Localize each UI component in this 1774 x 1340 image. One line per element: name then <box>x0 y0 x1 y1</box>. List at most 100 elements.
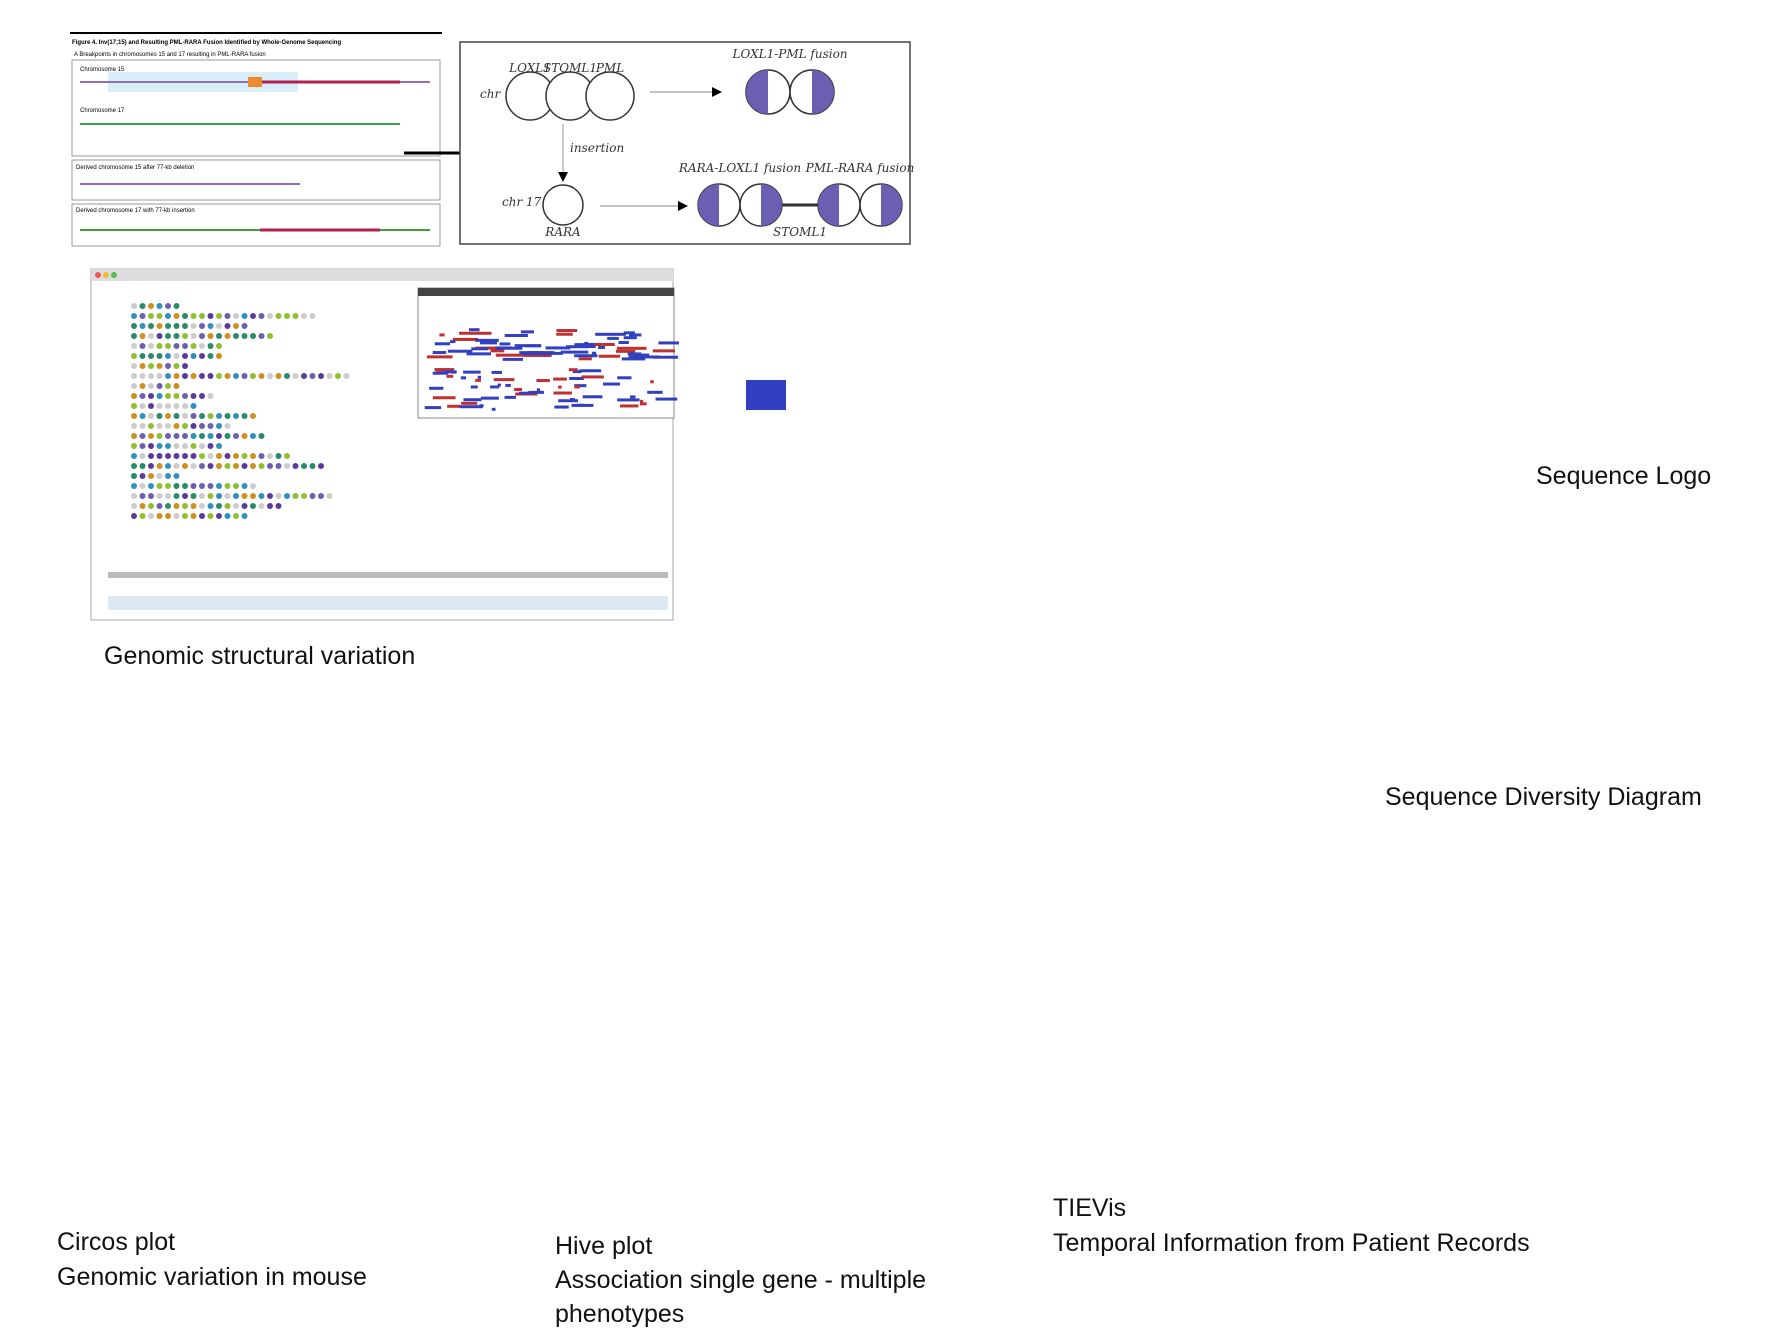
inset-feature <box>647 390 663 394</box>
sv-dot <box>148 333 154 339</box>
sv-dot <box>131 493 137 499</box>
sv-dot <box>190 453 197 459</box>
sv-dot <box>173 423 180 429</box>
sv-dot <box>139 493 146 499</box>
inset-feature <box>432 371 449 375</box>
sv-dot <box>131 303 137 309</box>
inset-feature <box>471 347 489 351</box>
sv-dot <box>216 373 222 379</box>
gene-label: RARA <box>544 225 581 239</box>
sv-dot <box>165 503 171 509</box>
sv-dot <box>148 423 154 429</box>
sv-dot <box>318 463 324 469</box>
sv-dot <box>224 493 231 499</box>
sv-dot <box>224 453 231 459</box>
sv-dot <box>182 413 188 419</box>
inset-feature <box>650 380 654 384</box>
inset-feature <box>582 395 603 399</box>
inset-feature <box>623 336 637 340</box>
inset-feature <box>475 378 481 382</box>
sv-dot <box>224 333 231 339</box>
sv-dot <box>241 483 248 489</box>
sv-dot <box>182 463 188 469</box>
inset-feature <box>560 350 589 354</box>
sv-dot <box>182 433 188 439</box>
sv-dot <box>224 313 231 319</box>
sv-dot <box>173 303 180 309</box>
sv-dot <box>131 363 137 369</box>
sv-dot <box>224 373 231 379</box>
sv-dot <box>165 373 171 379</box>
sv-dot <box>131 443 137 449</box>
sv-dot <box>250 333 256 339</box>
sv-dot <box>173 443 180 449</box>
caption: Association single gene - multiple <box>555 1266 926 1294</box>
sv-dot <box>190 343 197 349</box>
sv-dot <box>241 323 248 329</box>
inset-feature <box>523 353 552 357</box>
inset-feature <box>598 345 606 349</box>
sv-dot <box>207 313 214 319</box>
sv-dot <box>190 443 197 449</box>
sv-dot <box>139 393 146 399</box>
sv-dot <box>241 373 248 379</box>
sv-dot <box>258 453 265 459</box>
sv-dot <box>199 483 205 489</box>
inset-feature <box>514 344 542 348</box>
inset-feature <box>574 354 598 358</box>
sv-dot <box>148 343 154 349</box>
sv-dot <box>148 393 154 399</box>
sv-dot <box>275 453 282 459</box>
inset-feature <box>480 341 498 345</box>
fusion-half <box>812 70 834 114</box>
inset-feature <box>528 390 544 394</box>
sv-dot <box>190 503 197 509</box>
fusion-half <box>761 184 782 226</box>
sv-dot <box>156 433 163 439</box>
sv-dot <box>207 493 214 499</box>
inset-feature <box>578 357 592 361</box>
sv-dot <box>182 493 188 499</box>
sv-dot <box>224 503 231 509</box>
inset-feature <box>585 345 596 349</box>
sv-dot <box>139 433 146 439</box>
inset-feature <box>475 338 499 342</box>
sv-dot <box>250 413 256 419</box>
sv-dot <box>284 453 290 459</box>
sv-dot <box>207 333 214 339</box>
inset-feature <box>615 349 636 353</box>
sv-dot <box>207 453 214 459</box>
inset-feature <box>434 342 451 346</box>
inset-feature <box>598 354 621 358</box>
sv-dot <box>148 483 154 489</box>
fusion-half <box>698 184 719 226</box>
sv-dot <box>199 373 205 379</box>
sv-dot <box>258 373 265 379</box>
sv-dot <box>182 483 188 489</box>
sv-dot <box>199 493 205 499</box>
panels: Figure 4. Inv(17;15) and Resulting PML-R… <box>70 32 914 621</box>
inset-feature <box>504 395 516 399</box>
sv-dot <box>182 333 188 339</box>
sv-dot <box>139 343 146 349</box>
sv-dot <box>241 503 248 509</box>
sv-dot <box>301 373 307 379</box>
inset-feature <box>581 375 604 379</box>
sv-dot <box>207 373 214 379</box>
sv-dot <box>233 483 239 489</box>
inset-feature <box>558 385 562 389</box>
sv-dot <box>250 373 256 379</box>
inset-feature <box>629 333 642 337</box>
sv-dot <box>199 413 205 419</box>
sv-dot <box>139 353 146 359</box>
inset-feature <box>452 337 479 341</box>
sv-dot <box>224 433 231 439</box>
gene-label: LOXL1 <box>508 61 551 75</box>
inset-feature <box>621 357 646 361</box>
sv-dot <box>224 463 231 469</box>
sv-dot <box>190 513 197 519</box>
sv-dot <box>131 313 137 319</box>
sv-dot <box>199 353 205 359</box>
inset-feature <box>459 405 483 409</box>
